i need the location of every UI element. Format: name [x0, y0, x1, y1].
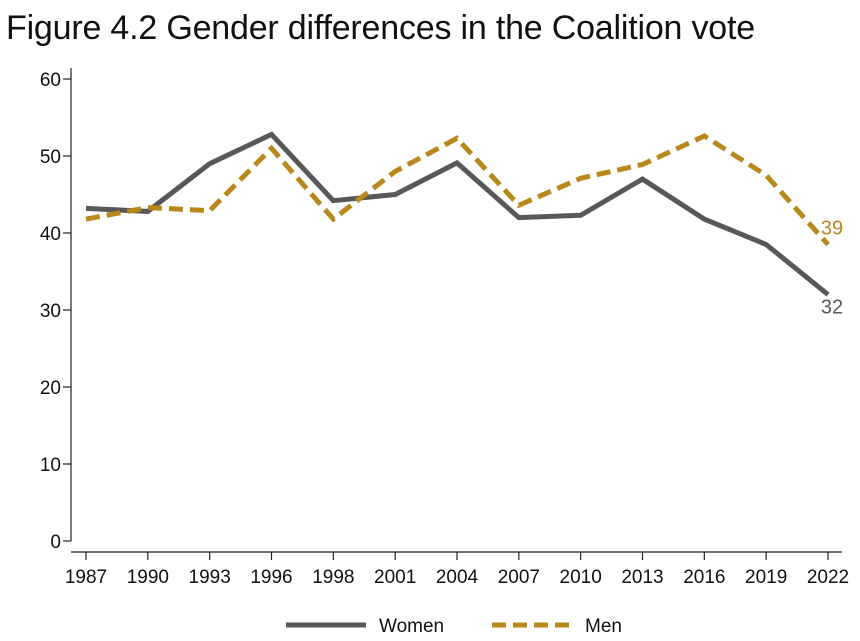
end-label-women: 32: [821, 297, 843, 319]
y-tick-label: 10: [40, 455, 61, 476]
y-tick-label: 20: [40, 378, 61, 399]
x-tick-label: 2001: [374, 567, 416, 588]
series-layer: [85, 131, 830, 297]
x-tick-label: 2022: [807, 567, 849, 588]
x-tick-label: 2010: [560, 567, 602, 588]
legend: Women Men: [286, 616, 622, 637]
x-tick-label: 2016: [683, 567, 725, 588]
x-ticks: 1987 1990 1993 1996 1998 2001 2004 2007 2010 2013…: [65, 552, 849, 588]
end-labels: 32 39: [821, 218, 843, 319]
y-tick-label: 60: [40, 70, 61, 91]
x-tick-label: 2013: [621, 567, 663, 588]
x-tick-label: 2007: [498, 567, 540, 588]
series-line-men: [85, 133, 830, 247]
end-label-men: 39: [821, 218, 843, 240]
chart-title: Figure 4.2 Gender differences in the Coa…: [6, 9, 755, 47]
y-axis: 0 10 20 30 40 50 60: [40, 68, 72, 553]
legend-label-women: Women: [379, 616, 444, 637]
series-line-women: [85, 131, 830, 297]
x-tick-label: 1987: [65, 567, 107, 588]
legend-label-men: Men: [585, 616, 622, 637]
y-tick-label: 30: [40, 301, 61, 322]
x-tick-label: 1998: [312, 567, 354, 588]
x-tick-label: 1996: [250, 567, 292, 588]
x-tick-label: 1990: [127, 567, 169, 588]
y-tick-label: 40: [40, 224, 61, 245]
y-tick-label: 50: [40, 147, 61, 168]
y-ticks: 0 10 20 30 40 50 60: [40, 70, 71, 553]
y-tick-label: 0: [50, 532, 61, 553]
x-tick-label: 1993: [189, 567, 231, 588]
x-axis: 1987 1990 1993 1996 1998 2001 2004 2007 2010 2013…: [65, 551, 849, 588]
x-tick-label: 2019: [745, 567, 787, 588]
x-tick-label: 2004: [436, 567, 479, 588]
